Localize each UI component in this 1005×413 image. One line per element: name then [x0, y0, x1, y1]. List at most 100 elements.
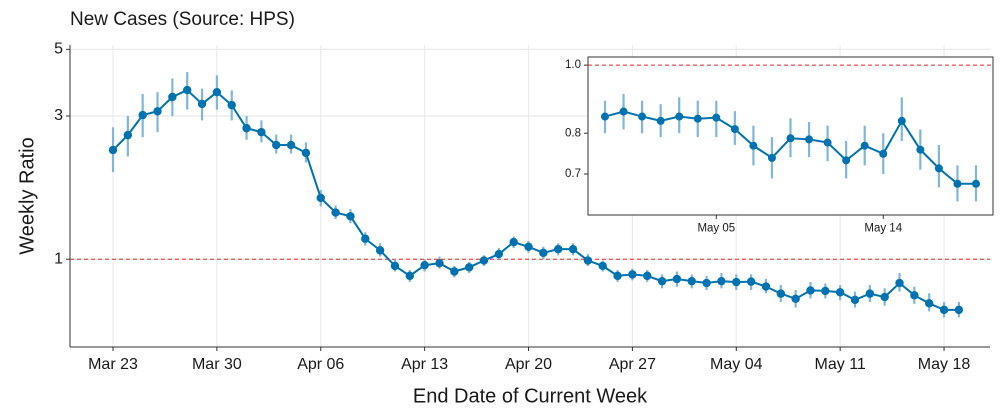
y-tick-label: 0.8 — [565, 127, 581, 139]
point — [539, 248, 548, 258]
point — [598, 261, 607, 271]
point — [331, 208, 340, 217]
point — [405, 271, 414, 281]
point — [860, 141, 869, 150]
point — [301, 148, 311, 158]
x-tick-label: Mar 23 — [88, 356, 138, 373]
point — [835, 288, 845, 297]
x-tick-label: May 18 — [918, 356, 971, 373]
point — [934, 164, 943, 173]
point — [153, 107, 162, 116]
point — [954, 305, 964, 315]
point — [850, 295, 860, 305]
point — [749, 141, 758, 150]
x-tick-label: Apr 13 — [401, 356, 448, 373]
point — [628, 270, 637, 279]
point — [730, 125, 739, 134]
y-tick-label: 5 — [54, 41, 63, 58]
point — [910, 291, 919, 300]
point — [805, 135, 814, 144]
point — [702, 278, 711, 288]
point — [823, 138, 832, 147]
point — [657, 276, 667, 286]
point — [880, 292, 889, 302]
point — [435, 258, 444, 268]
point — [675, 112, 684, 121]
point — [786, 134, 795, 143]
point — [939, 305, 949, 315]
point — [656, 116, 665, 125]
x-tick-label: May 04 — [710, 356, 763, 373]
x-tick-label: Apr 20 — [505, 356, 552, 373]
chart-title: New Cases (Source: HPS) — [70, 9, 295, 30]
point — [227, 100, 236, 110]
point — [554, 244, 563, 254]
point — [925, 299, 934, 308]
point — [509, 237, 518, 247]
point — [693, 114, 702, 123]
point — [108, 145, 118, 155]
point — [717, 276, 726, 286]
point — [953, 179, 962, 188]
point — [776, 289, 785, 298]
point — [420, 261, 429, 270]
point — [842, 156, 851, 165]
point — [242, 124, 251, 133]
x-tick-label: Apr 06 — [297, 356, 344, 373]
point — [524, 242, 533, 251]
point — [583, 256, 593, 265]
point — [212, 87, 222, 97]
point — [897, 116, 906, 125]
point — [712, 113, 721, 122]
point — [272, 140, 281, 150]
y-axis-title: Weekly Ratio — [16, 137, 38, 254]
x-tick-label: May 05 — [697, 223, 735, 235]
point — [286, 140, 296, 150]
point — [746, 277, 756, 286]
point — [687, 276, 696, 286]
point — [791, 294, 800, 304]
x-axis-title: End Date of Current Week — [413, 385, 648, 407]
point — [672, 274, 682, 284]
point — [346, 212, 355, 221]
point — [494, 249, 504, 259]
point — [464, 263, 474, 272]
point — [183, 85, 192, 95]
point — [138, 110, 147, 120]
y-tick-label: 1 — [54, 250, 63, 267]
point — [168, 92, 177, 102]
point — [895, 278, 904, 288]
point — [613, 271, 622, 281]
x-tick-label: Apr 27 — [609, 356, 656, 373]
x-tick-label: May 11 — [815, 356, 866, 373]
x-tick-label: May 14 — [864, 223, 902, 235]
x-tick-label: Mar 30 — [192, 356, 242, 373]
point — [761, 282, 771, 291]
point — [390, 261, 400, 271]
point — [601, 112, 609, 121]
point — [375, 246, 385, 255]
point — [767, 153, 776, 162]
point — [972, 179, 980, 188]
y-tick-label: 0.7 — [565, 168, 581, 180]
point — [879, 149, 888, 158]
point — [643, 271, 652, 281]
point — [316, 193, 325, 203]
point — [732, 277, 741, 287]
point — [568, 244, 578, 254]
point — [638, 112, 647, 121]
point — [916, 145, 925, 154]
point — [361, 234, 370, 243]
point — [865, 289, 875, 298]
y-tick-label: 3 — [54, 107, 63, 124]
point — [806, 286, 815, 295]
line — [112, 88, 959, 311]
point — [257, 127, 266, 137]
point — [619, 107, 628, 116]
point — [479, 256, 489, 265]
point — [197, 99, 207, 109]
point — [450, 267, 459, 276]
point — [821, 286, 830, 296]
y-tick-label: 1.0 — [565, 59, 581, 71]
